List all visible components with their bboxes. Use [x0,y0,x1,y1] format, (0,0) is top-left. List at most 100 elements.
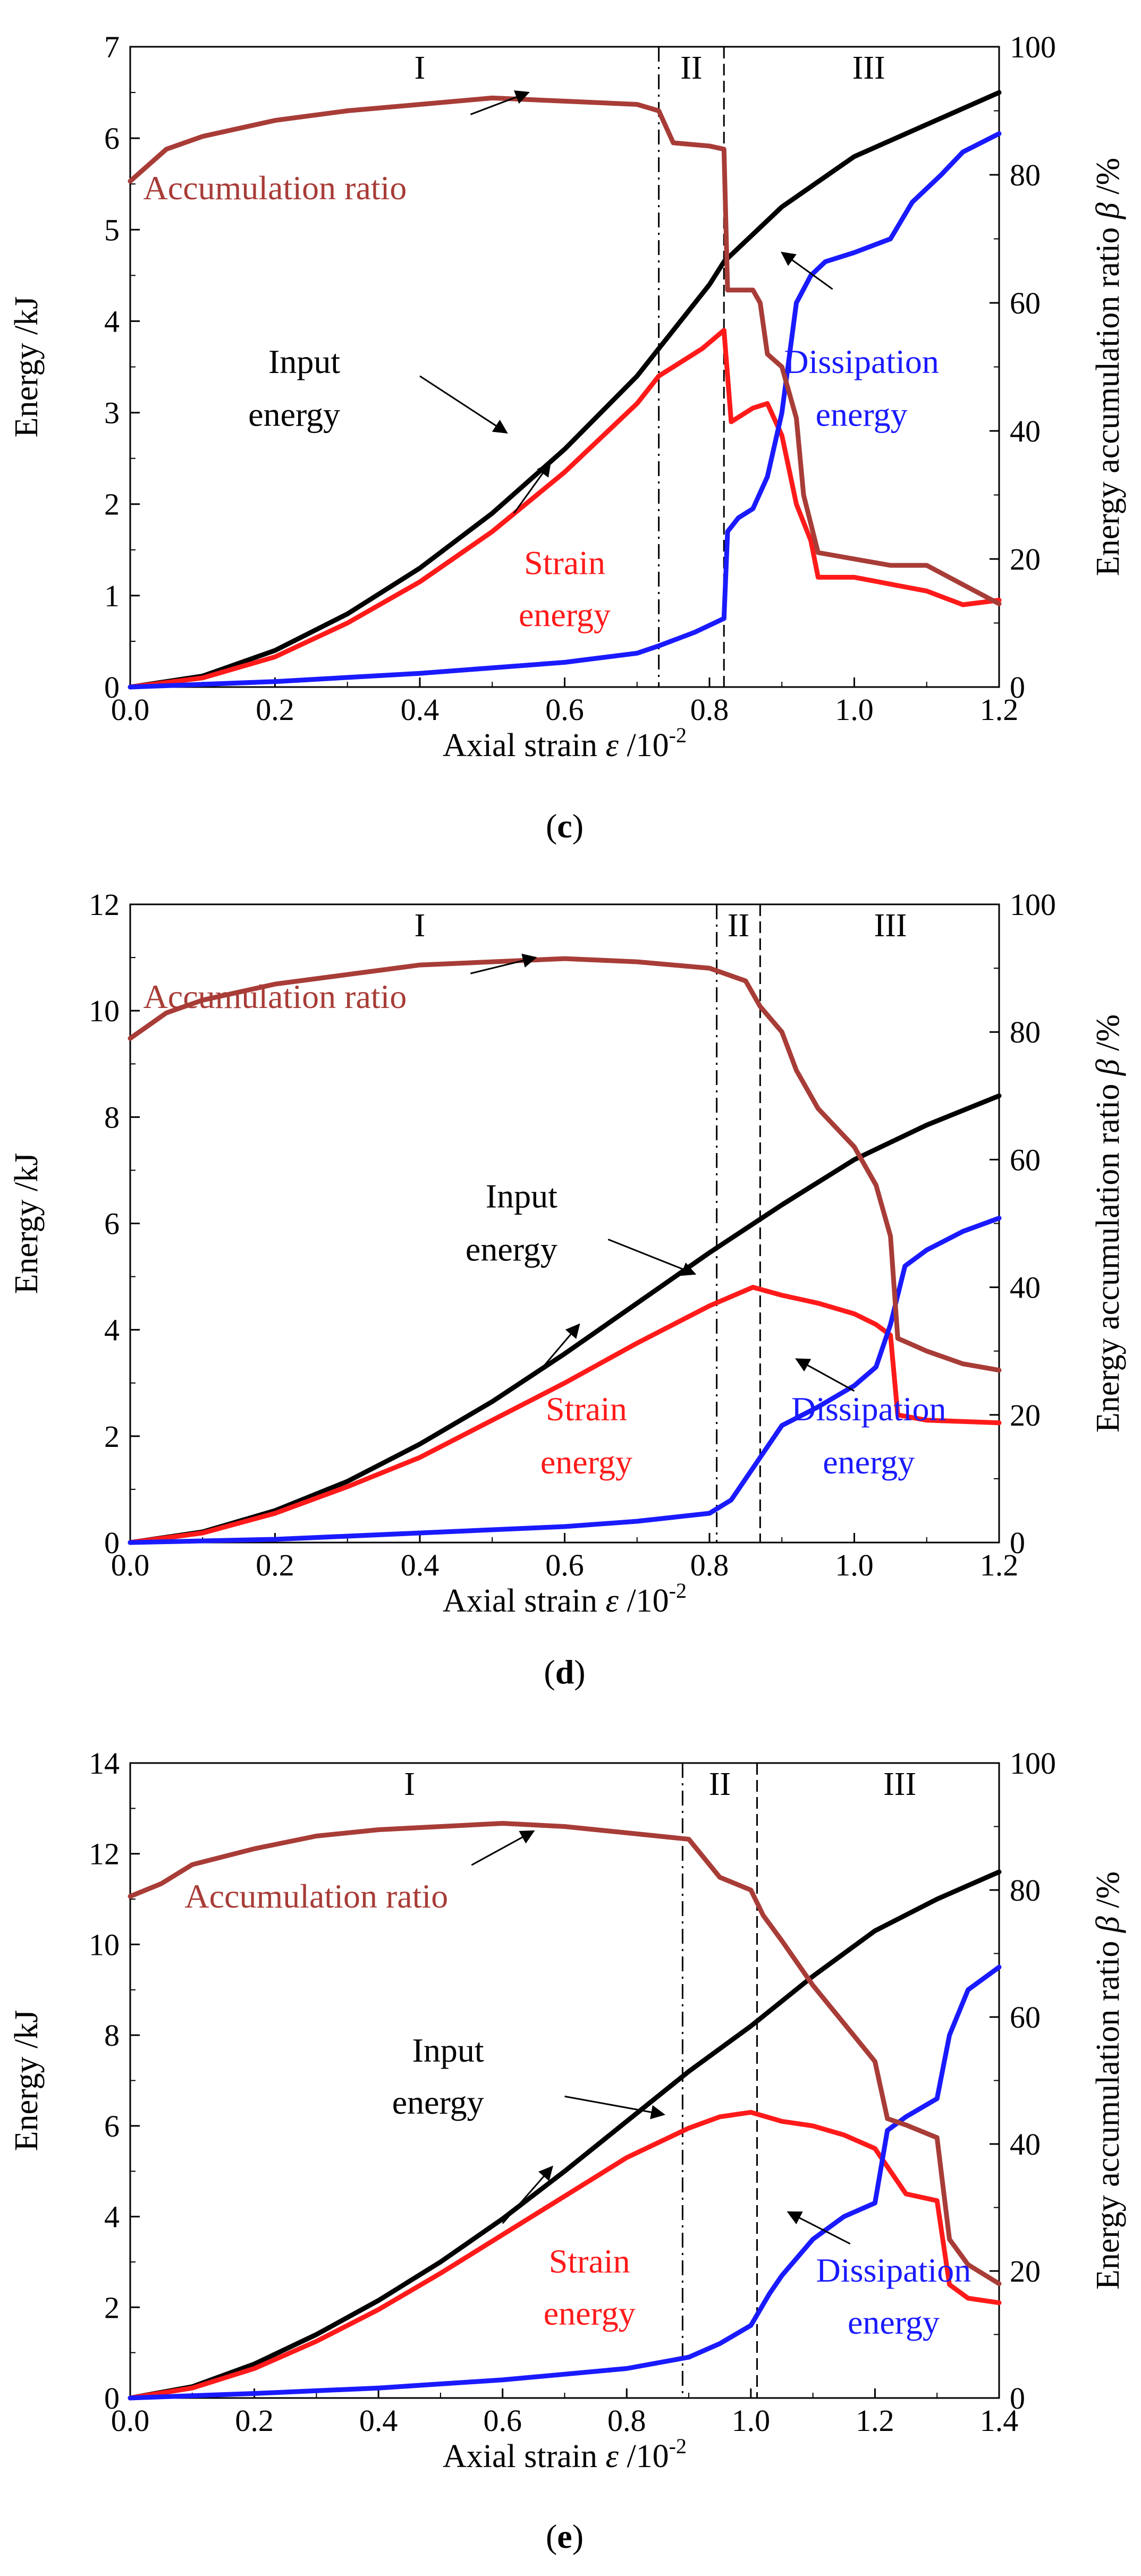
curve-label: energy [392,2083,484,2121]
x-axis-label-text: Axial strain [443,727,597,764]
curve-label: Strain [546,1390,627,1428]
y2-tick-label: 100 [1010,30,1056,64]
curve-label: energy [466,1231,557,1268]
stage-label: II [680,50,702,86]
x-tick-label: 0.2 [235,2403,274,2438]
annotation-arrow [470,953,537,975]
y2-axis-label: Energy accumulation ratio β /% [1090,158,1126,576]
y2-tick-label: 40 [1010,2127,1041,2162]
x-axis-label-symbol: ε [606,1583,619,1619]
y2-axis-label-text: Energy accumulation ratio [1090,1941,1126,2290]
y2-axis-label-symbol: β [1090,1059,1126,1076]
series-line-accumulation-ratio [128,956,1002,1373]
curve-label: Accumulation ratio [143,978,407,1015]
stage-label: III [883,1766,916,1802]
x-tick-label: 0.6 [545,692,584,727]
y-axis-label: Energy /kJ [9,296,45,438]
x-tick-label: 0.6 [483,2403,522,2438]
annotation-arrow [564,2095,666,2120]
x-axis-label: Axial strain ε /10-2 [443,1579,687,1619]
y2-axis-label-text: Energy accumulation ratio [1090,227,1126,577]
annotation-arrow [787,2211,851,2245]
y-tick-label: 4 [104,304,120,338]
curve-label: energy [816,396,908,434]
y2-tick-label: 20 [1010,2254,1041,2289]
y-tick-label: 3 [104,396,120,430]
panel-caption-letter: e [557,2518,572,2555]
panel-caption: (c) [546,807,584,845]
series-line-dissipation-energy [128,131,1002,690]
y2-axis-label-symbol: β [1090,202,1126,219]
stage-label: II [709,1766,731,1802]
panel-caption-letter: d [555,1653,574,1691]
chart-panel-c: 0.0 0.2 0.4 0.6 0.8 1.0 1.20123456702040608010… [9,30,1126,845]
stage-label: III [852,50,885,86]
x-tick-label: 0.4 [401,1548,440,1582]
series-line-input-energy [128,1093,1002,1545]
x-tick-label: 1.0 [732,2403,771,2438]
y-tick-label: 6 [104,2109,120,2143]
y2-tick-label: 0 [1010,1526,1025,1560]
series-line-input-energy [128,90,1002,690]
curve-label: Accumulation ratio [184,1877,448,1915]
y2-tick-label: 80 [1010,1873,1041,1908]
annotation-arrow [470,90,530,115]
y2-tick-label: 100 [1010,887,1056,922]
x-tick-label: 1.4 [980,2403,1019,2438]
x-tick-label: 0.6 [545,1548,584,1582]
y2-axis-label: Energy accumulation ratio β /% [1090,1014,1126,1433]
y2-tick-label: 0 [1010,2381,1025,2416]
y-tick-label: 8 [104,1100,120,1134]
series-line-dissipation-energy [128,1964,1002,2401]
y-tick-label: 6 [104,121,120,156]
stage-label: I [415,50,426,86]
x-tick-label: 0.4 [359,2403,398,2438]
x-axis-label-exp: -2 [669,2434,687,2458]
annotation-arrow [781,251,833,290]
series-line-strain-energy [128,2109,1002,2401]
annotation-arrow [502,2165,553,2224]
curve-label: Dissipation [791,1390,946,1428]
curve-label: Dissipation [784,343,939,380]
x-tick-label: 0.8 [607,2403,646,2438]
chart-panel-e: 0.0 0.2 0.4 0.6 0.8 1.0 1.2 1.40246810121402040… [9,1746,1126,2555]
annotation-arrow [513,462,551,514]
y2-tick-label: 20 [1010,1398,1041,1433]
x-axis-label-text: Axial strain [443,1583,597,1619]
y-axis-label: Energy /kJ [9,2010,45,2151]
x-tick-label: 0.2 [256,692,294,727]
y-tick-label: 6 [104,1207,120,1241]
y2-axis-label-symbol: β [1090,1916,1126,1933]
x-tick-label: 0.0 [111,692,150,727]
x-tick-label: 0.0 [111,1548,150,1582]
x-axis-label-text: Axial strain [443,2438,597,2475]
panel-caption: (d) [544,1653,585,1691]
curve-label: energy [519,596,611,634]
annotation-arrow [795,1358,855,1392]
panel-caption-letter: c [557,807,572,845]
series-line-strain-energy [128,1285,1002,1545]
y2-tick-label: 80 [1010,158,1041,192]
y-tick-label: 4 [104,2200,120,2234]
y-tick-label: 8 [104,2018,120,2053]
stage-label: I [404,1766,415,1802]
y-tick-label: 12 [89,1837,120,1871]
y2-tick-label: 0 [1010,670,1025,705]
y-tick-label: 1 [104,579,120,613]
y2-axis-label-unit: /% [1090,1871,1126,1908]
x-axis-label: Axial strain ε /10-2 [443,2434,687,2475]
x-tick-label: 0.8 [690,1548,729,1582]
chart-panel-d: 0.0 0.2 0.4 0.6 0.8 1.0 1.20246810120204060801… [9,887,1126,1691]
y-tick-label: 5 [104,213,120,247]
y-tick-label: 2 [104,1419,120,1454]
y-tick-label: 10 [89,1927,120,1962]
curve-label: energy [848,2303,940,2341]
x-tick-label: 0.2 [256,1548,294,1582]
x-tick-label: 1.0 [835,1548,874,1582]
curve-label: Accumulation ratio [143,169,407,207]
annotation-arrow [607,1239,697,1276]
y2-axis-label: Energy accumulation ratio β /% [1090,1871,1126,2290]
x-tick-label: 1.2 [856,2403,894,2438]
series-line-dissipation-energy [128,1216,1002,1545]
